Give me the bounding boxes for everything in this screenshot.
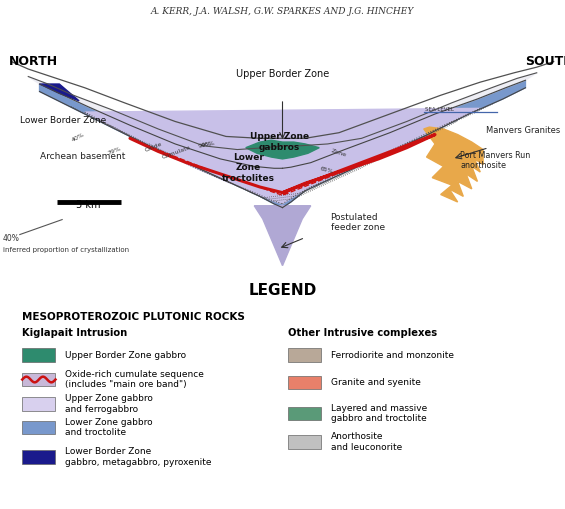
Polygon shape (85, 108, 480, 204)
Text: Granite and syenite: Granite and syenite (331, 378, 421, 387)
Text: Upper Zone gabbro
and ferrogabbro: Upper Zone gabbro and ferrogabbro (66, 394, 153, 414)
Text: Anorthosite
and leuconorite: Anorthosite and leuconorite (331, 432, 402, 451)
Bar (22, 450, 55, 464)
Text: 79%: 79% (107, 146, 122, 156)
Bar (288, 376, 321, 389)
Text: Lower Border Zone
gabbro, metagabbro, pyroxenite: Lower Border Zone gabbro, metagabbro, py… (66, 447, 212, 467)
Text: 5 km: 5 km (76, 201, 101, 210)
Text: Lower Border Zone: Lower Border Zone (20, 117, 106, 125)
Text: Other Intrusive complexes: Other Intrusive complexes (288, 328, 437, 338)
Bar (22, 348, 55, 362)
Text: 40%: 40% (3, 234, 20, 243)
Text: Upper Border Zone gabbro: Upper Border Zone gabbro (66, 351, 186, 359)
Text: A. KERR, J.A. WALSH, G.W. SPARKES AND J.G. HINCHEY: A. KERR, J.A. WALSH, G.W. SPARKES AND J.… (151, 7, 414, 16)
Text: Upper Zone
gabbros: Upper Zone gabbros (250, 132, 309, 152)
Text: Lower
Zone
troctolites: Lower Zone troctolites (222, 153, 275, 183)
Text: 96%: 96% (198, 141, 212, 149)
Polygon shape (40, 80, 525, 208)
Text: Port Manvers Run
anorthosite: Port Manvers Run anorthosite (460, 151, 531, 171)
Text: Upper Border Zone: Upper Border Zone (236, 69, 329, 78)
Text: Zone: Zone (331, 148, 347, 158)
Text: Archean basement: Archean basement (40, 152, 125, 161)
Text: 40%: 40% (71, 132, 85, 143)
Text: Layered and massive
gabbro and troctolite: Layered and massive gabbro and troctolit… (331, 404, 428, 423)
Text: inferred proportion of crystallization: inferred proportion of crystallization (3, 247, 129, 253)
Text: Lower Zone gabbro
and troctolite: Lower Zone gabbro and troctolite (66, 418, 153, 437)
Text: MESOPROTEROZOIC PLUTONIC ROCKS: MESOPROTEROZOIC PLUTONIC ROCKS (22, 312, 245, 322)
Text: LEGEND: LEGEND (249, 283, 316, 298)
Bar (288, 435, 321, 448)
Text: SOUTH: SOUTH (525, 55, 565, 68)
Text: Oxide-rich cumulate sequence
(includes "main ore band"): Oxide-rich cumulate sequence (includes "… (66, 370, 205, 389)
Text: Postulated
feeder zone: Postulated feeder zone (331, 213, 385, 232)
Bar (288, 348, 321, 362)
Text: Cumulate: Cumulate (161, 145, 192, 160)
Text: 65%: 65% (319, 166, 334, 175)
Polygon shape (254, 206, 311, 266)
Text: Ferrodiorite and monzonite: Ferrodiorite and monzonite (331, 351, 454, 359)
Bar (22, 421, 55, 434)
Bar (22, 373, 55, 386)
Text: Kiglapait Intrusion: Kiglapait Intrusion (22, 328, 128, 338)
Text: Oxide: Oxide (144, 142, 163, 153)
Bar (22, 397, 55, 411)
Polygon shape (28, 73, 537, 168)
Text: NORTH: NORTH (8, 55, 58, 68)
Text: 96%: 96% (201, 140, 215, 148)
Polygon shape (40, 84, 79, 101)
Text: Manvers Granites: Manvers Granites (486, 126, 560, 135)
Polygon shape (424, 127, 483, 202)
Polygon shape (246, 140, 319, 159)
Bar (288, 407, 321, 420)
Text: SEA LEVEL: SEA LEVEL (425, 106, 454, 111)
